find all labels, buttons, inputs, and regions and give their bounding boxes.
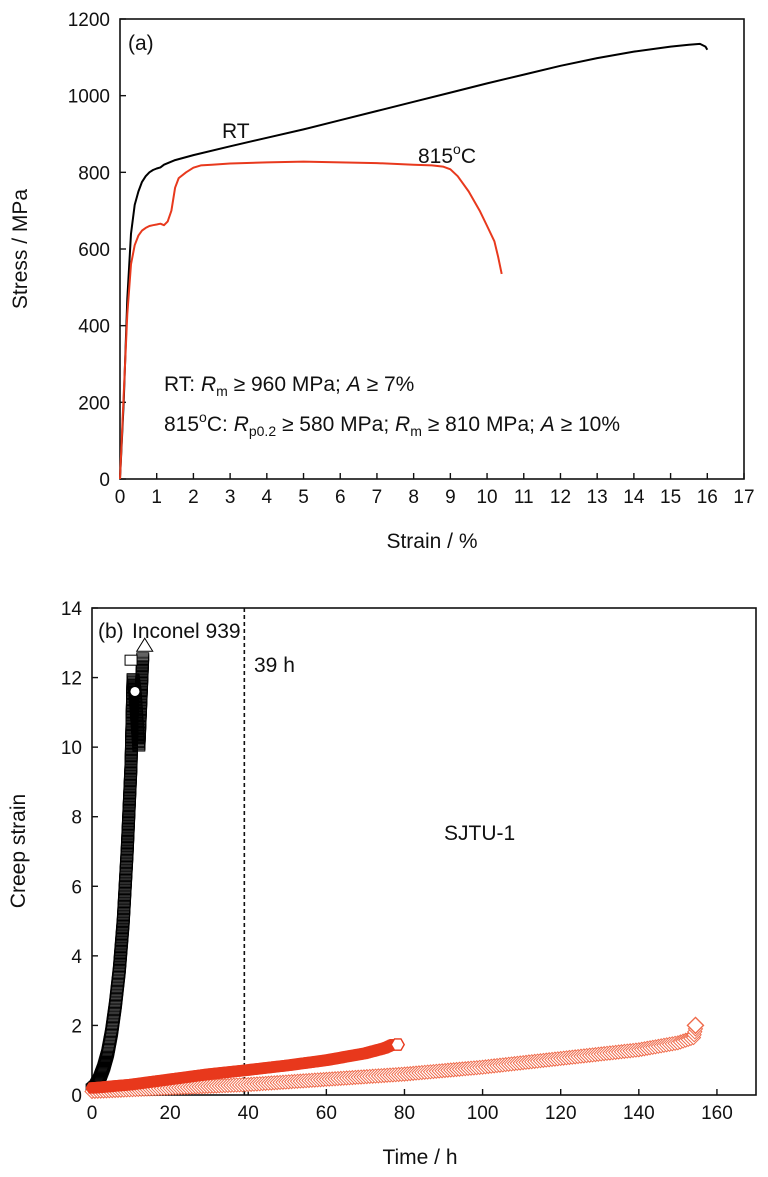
end-marker-triangle — [135, 637, 154, 652]
panel-a-x-tick-label: 11 — [514, 487, 534, 508]
panel-a-x-tick-label: 12 — [550, 487, 571, 508]
panel-a-x-tick-label: 16 — [697, 487, 718, 508]
panel-a-x-tick-label: 14 — [623, 487, 645, 508]
end-marker-hexagon — [390, 1038, 406, 1051]
end-marker-diamond — [686, 1016, 705, 1035]
panel-a-x-tick-label: 10 — [476, 487, 497, 508]
spec-rt: RT: Rm ≥ 960 MPa; A ≥ 7% — [164, 373, 414, 399]
panel-b-x-tick-label: 140 — [623, 1103, 655, 1124]
panel-b-label: (b) — [98, 620, 124, 643]
panel-a-x-tick-label: 5 — [298, 487, 309, 508]
panel-a-x-tick-label: 6 — [335, 487, 346, 508]
panel-a-y-tick-label: 1200 — [68, 10, 110, 31]
end-marker-circle — [129, 685, 141, 697]
panel-a-x-tick-label: 4 — [262, 487, 273, 508]
panel-a-curves — [119, 42, 709, 480]
panel-a-x-tick-label: 9 — [445, 487, 456, 508]
panel-b-x-tick-label: 100 — [467, 1103, 499, 1124]
spec-815c: 815oC: Rp0.2 ≥ 580 MPa; Rm ≥ 810 MPa; A … — [164, 409, 620, 439]
panel-b-x-tick-label: 120 — [545, 1103, 577, 1124]
panel-a-y-tick-label: 200 — [78, 393, 110, 414]
series-label-sjtu: SJTU-1 — [444, 822, 515, 845]
panel-b-y-tick-label: 6 — [71, 877, 82, 898]
panel-a-y-tick-label: 800 — [78, 163, 110, 184]
panel-a-frame — [119, 18, 745, 480]
panel-a-x-tick-label: 3 — [225, 487, 236, 508]
panel-b-x-tick-label: 0 — [87, 1103, 98, 1124]
panel-a-label: (a) — [128, 32, 154, 55]
panel-a-x-tick-label: 2 — [188, 487, 199, 508]
panel-b-series — [84, 637, 705, 1100]
end-marker-square — [124, 654, 138, 666]
series-sjtu-1-hexagon — [85, 1038, 406, 1094]
panel-a-y-tick-label: 1000 — [68, 87, 110, 108]
series-sjtu-1-diamond — [84, 1016, 705, 1100]
reference-line-label: 39 h — [254, 654, 295, 677]
panel-a-y-tick-label: 400 — [78, 317, 110, 338]
panel-b-y-tick-label: 0 — [71, 1086, 82, 1107]
panel-b-y-tick-label: 2 — [71, 1016, 82, 1037]
curve-815c — [119, 160, 503, 480]
panel-b-x-title: Time / h — [382, 1146, 457, 1169]
panel-b-x-tick-label: 20 — [160, 1103, 181, 1124]
series-inconel-939 — [85, 637, 154, 1093]
panel-b-y-tick-label: 12 — [61, 669, 82, 690]
panel-b-y-title: Creep strain — [7, 794, 30, 908]
panel-b-x-ticks: 0 20 40 60 80 100 120 140 160 — [87, 1089, 733, 1124]
panel-a-x-title: Strain / % — [386, 530, 477, 553]
panel-b-y-tick-label: 4 — [71, 947, 82, 968]
panel-b-x-tick-label: 60 — [316, 1103, 337, 1124]
panel-a-x-tick-label: 8 — [408, 487, 419, 508]
panel-a-x-tick-label: 7 — [372, 487, 383, 508]
curve-rt — [119, 42, 709, 480]
curve-label-rt: RT — [222, 120, 250, 143]
panel-a-x-tick-label: 13 — [587, 487, 608, 508]
panel-b-x-tick-label: 80 — [394, 1103, 415, 1124]
panel-a-x-tick-label: 15 — [660, 487, 681, 508]
panel-a-y-tick-label: 600 — [78, 240, 110, 261]
panel-a-x-tick-label: 17 — [733, 487, 754, 508]
panel-a: 0 1 2 3 4 5 6 7 8 9 10 11 12 13 14 15 16 17 0200400600800… — [9, 10, 755, 553]
panel-b-y-tick-label: 14 — [61, 599, 83, 620]
panel-b-y-ticks: 0 2 4 6 8 10 12 14 — [61, 599, 98, 1107]
curve-label-815c: 815oC — [418, 141, 476, 168]
panel-a-x-tick-label: 0 — [115, 487, 126, 508]
panel-b-x-tick-label: 160 — [701, 1103, 733, 1124]
panel-b-y-tick-label: 10 — [61, 738, 82, 759]
panel-a-y-ticks: 0 200 400 600 800 1000 1200 — [68, 10, 126, 491]
panel-a-x-ticks: 0 1 2 3 4 5 6 7 8 9 10 11 12 13 14 15 16 17 — [115, 473, 755, 508]
series-label-inconel: Inconel 939 — [132, 620, 241, 643]
panel-a-x-tick-label: 1 — [151, 487, 162, 508]
panel-b: 0 20 40 60 80 100 120 140 160 0 2 4 6 8 10 12 14 (b) In… — [7, 599, 757, 1169]
panel-b-x-tick-label: 40 — [238, 1103, 259, 1124]
panel-b-frame — [91, 607, 757, 1096]
panel-a-y-title: Stress / MPa — [9, 189, 32, 310]
panel-b-y-tick-label: 8 — [71, 808, 82, 829]
panel-a-y-tick-label: 0 — [99, 470, 110, 491]
